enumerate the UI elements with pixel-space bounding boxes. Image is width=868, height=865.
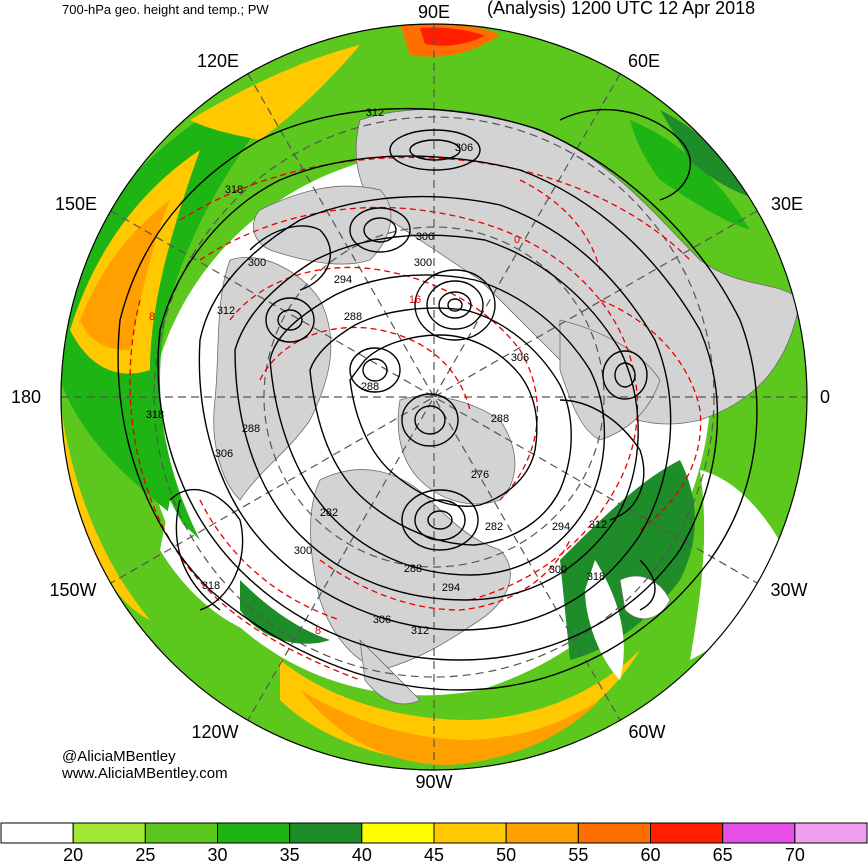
height-contour-labels: 312 306 318 306 300 300 294 312 288 288 …: [146, 107, 607, 637]
author-handle: @AliciaMBentley: [62, 748, 176, 765]
colorbar-tick-label: 65: [712, 845, 733, 865]
colorbar-swatch: [0, 822, 74, 844]
height-label: 306: [455, 142, 473, 154]
analysis-time: (Analysis) 1200 UTC 12 Apr 2018: [487, 0, 756, 18]
colorbar-tick-label: 50: [496, 845, 517, 865]
height-label: 300: [549, 564, 567, 576]
colorbar-swatch: [217, 822, 291, 844]
height-label: 282: [320, 507, 338, 519]
colorbar-swatch: [289, 822, 363, 844]
height-label: 288: [404, 563, 422, 575]
longitude-label-150w: 150W: [49, 580, 97, 600]
longitude-label-60w: 60W: [628, 722, 666, 742]
height-label: 288: [344, 311, 362, 323]
colorbar-tick-label: 30: [207, 845, 228, 865]
height-label: 306: [511, 352, 529, 364]
height-label: 318: [225, 184, 243, 196]
temperature-contour-labels: 8 8 0 16: [149, 234, 520, 637]
colorbar-swatch: [72, 822, 146, 844]
longitude-label-30e: 30E: [770, 194, 804, 214]
height-label: 306: [373, 614, 391, 626]
colorbar-tick-label: 70: [784, 845, 805, 865]
colorbar-tick-label: 25: [135, 845, 156, 865]
height-label: 294: [442, 582, 460, 594]
height-label: 282: [485, 521, 503, 533]
height-label: 288: [361, 381, 379, 393]
colorbar-swatch: [505, 822, 579, 844]
colorbar: [0, 822, 868, 844]
height-label: 306: [416, 231, 434, 243]
height-label: 294: [334, 274, 352, 286]
colorbar-swatch: [794, 822, 868, 844]
colorbar-swatch: [144, 822, 218, 844]
map-outline: [60, 23, 808, 771]
lat-lon-grid: [61, 24, 807, 770]
longitude-label-120w: 120W: [191, 722, 239, 742]
colorbar-swatch: [577, 822, 651, 844]
temp-label: 8: [149, 311, 155, 323]
height-contours: [117, 107, 758, 691]
colorbar-tick-label: 60: [640, 845, 661, 865]
height-label: 300: [294, 545, 312, 557]
height-label: 312: [217, 305, 235, 317]
height-label: 288: [491, 413, 509, 425]
height-label: 318: [146, 409, 164, 421]
height-label: 288: [242, 423, 260, 435]
colorbar-swatch: [433, 822, 507, 844]
height-label: 312: [589, 519, 607, 531]
temp-label: 8: [315, 625, 321, 637]
colorbar-tick-label: 20: [63, 845, 84, 865]
height-label: 276: [471, 469, 489, 481]
colorbar-swatch: [722, 822, 796, 844]
longitude-label-120e: 120E: [196, 51, 240, 71]
colorbar-swatch: [650, 822, 724, 844]
author-website[interactable]: www.AliciaMBentley.com: [62, 765, 228, 782]
colorbar-tick-label: 35: [279, 845, 300, 865]
height-label: 294: [552, 521, 570, 533]
longitude-label-90w: 90W: [415, 772, 453, 792]
map-title: 700-hPa geo. height and temp.; PW: [62, 2, 269, 17]
colorbar-tick-label: 55: [568, 845, 589, 865]
height-label: 306: [215, 448, 233, 460]
height-label: 300: [248, 257, 266, 269]
temp-label: 16: [409, 294, 421, 306]
colorbar-tick-label: 45: [423, 845, 445, 865]
longitude-label-0: 0: [819, 387, 831, 407]
height-label: 312: [411, 625, 429, 637]
longitude-label-60e: 60E: [627, 51, 661, 71]
longitude-label-180: 180: [10, 387, 42, 407]
longitude-label-150e: 150E: [54, 194, 98, 214]
longitude-label-90e: 90E: [417, 2, 451, 22]
colorbar-tick-label: 40: [351, 845, 372, 865]
longitude-label-30w: 30W: [770, 580, 808, 600]
height-label: 300: [414, 257, 432, 269]
colorbar-swatch: [361, 822, 435, 844]
height-label: 318: [202, 580, 220, 592]
height-label: 312: [366, 107, 384, 119]
temp-label: 0: [514, 234, 520, 246]
height-label: 318: [587, 571, 605, 583]
map-content: [61, 24, 807, 770]
